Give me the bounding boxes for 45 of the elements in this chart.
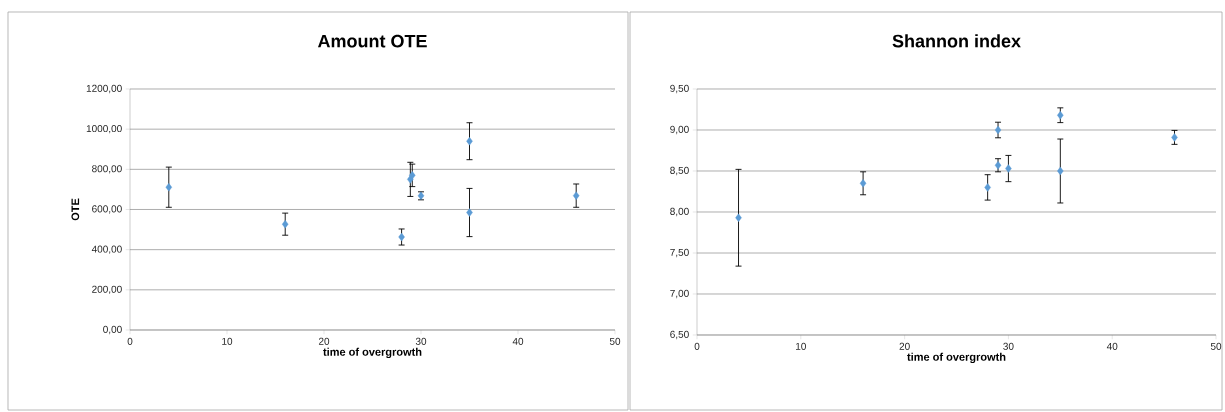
x-tick-label: 40 — [512, 337, 524, 345]
x-tick-label: 50 — [1210, 342, 1222, 350]
y-tick-label: 1000,00 — [86, 125, 122, 134]
x-tick-label: 20 — [899, 342, 910, 350]
y-tick-label: 8,50 — [670, 166, 689, 176]
x-tick-label: 0 — [127, 337, 133, 345]
x-tick-label: 30 — [1003, 342, 1014, 350]
chart-title: Shannon index — [892, 34, 1021, 48]
x-tick-label: 0 — [694, 342, 700, 350]
y-tick-label: 9,50 — [670, 84, 689, 94]
point — [994, 125, 1002, 135]
y-tick-label: 7,50 — [670, 248, 689, 258]
y-tick-label: 6,50 — [670, 330, 689, 340]
x-tick-label: 10 — [222, 337, 233, 345]
point — [1057, 111, 1064, 120]
point — [466, 208, 473, 217]
point — [409, 171, 416, 180]
point — [398, 232, 405, 242]
x-tick-label: 40 — [1106, 342, 1118, 350]
y-tick-label: 200,00 — [92, 285, 122, 294]
point — [1005, 164, 1012, 173]
x-tick-label: 10 — [796, 342, 806, 350]
y-tick-label: 800,00 — [92, 165, 122, 174]
x-tick-label: 20 — [318, 337, 330, 345]
point — [984, 183, 991, 192]
point — [282, 219, 289, 229]
point — [466, 137, 473, 146]
y-tick-label: 9,00 — [670, 125, 689, 135]
y-axis-title: OTE — [71, 198, 80, 221]
y-tick-label: 1200,00 — [86, 84, 122, 94]
x-tick-label: 30 — [415, 337, 427, 345]
x-axis-title: time of overgrowth — [323, 347, 422, 359]
chart-title: Amount OTE — [317, 34, 427, 48]
point — [573, 191, 580, 200]
y-tick-label: 8,00 — [670, 207, 689, 217]
y-tick-label: 0,00 — [103, 325, 122, 335]
point — [1057, 166, 1064, 176]
y-tick-label: 7,00 — [670, 289, 689, 299]
point — [859, 179, 867, 188]
point — [735, 213, 742, 222]
x-tick-label: 50 — [609, 337, 621, 345]
point — [165, 183, 172, 192]
y-tick-label: 600,00 — [92, 205, 122, 214]
x-axis-title: time of overgrowth — [907, 352, 1006, 364]
y-tick-label: 400,00 — [91, 245, 122, 254]
